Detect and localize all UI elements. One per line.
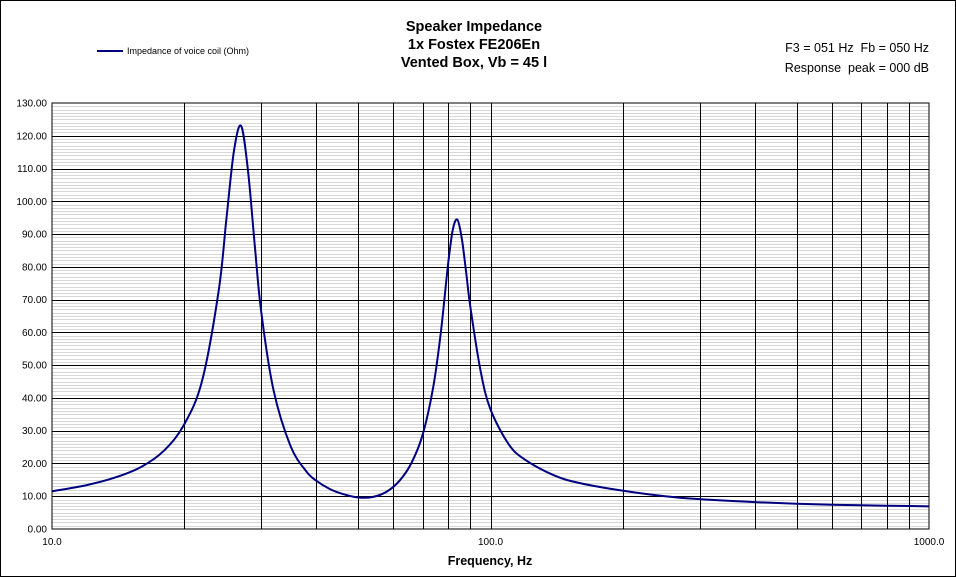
plot-background <box>52 103 929 529</box>
y-tick-label: 50.00 <box>22 361 47 372</box>
y-tick-label: 80.00 <box>22 262 47 273</box>
y-tick-label: 30.00 <box>22 426 47 437</box>
y-tick-label: 90.00 <box>22 230 47 241</box>
y-tick-label: 120.00 <box>16 131 47 142</box>
y-tick-label: 60.00 <box>22 328 47 339</box>
y-tick-label: 130.00 <box>16 99 47 110</box>
x-tick-label: 1000.0 <box>914 537 945 548</box>
minor-gridlines <box>52 106 929 527</box>
legend-label: Impedance of voice coil (Ohm) <box>127 46 250 56</box>
major-gridlines <box>52 103 929 529</box>
y-tick-label: 100.00 <box>16 197 47 208</box>
x-tick-label: 10.0 <box>42 537 62 548</box>
y-tick-label: 10.00 <box>22 492 47 503</box>
y-tick-label: 40.00 <box>22 393 47 404</box>
chart-title-line-3: Vented Box, Vb = 45 l <box>400 55 548 71</box>
f3-fb-readout: F3 = 051 Hz Fb = 050 Hz <box>785 41 929 55</box>
y-tick-label: 110.00 <box>17 164 47 175</box>
legend-swatch <box>97 50 123 52</box>
response-peak-readout: Response peak = 000 dB <box>784 61 929 75</box>
x-axis-title: Frequency, Hz <box>448 554 533 568</box>
x-tick-labels: 10.0 100.0 1000.0 <box>42 537 944 548</box>
chart-title-line-2: 1x Fostex FE206En <box>407 37 541 53</box>
y-tick-labels: 0.00 10.00 20.00 30.00 40.00 50.00 60.00 70.00 8… <box>16 99 47 536</box>
y-tick-label: 20.00 <box>22 459 47 470</box>
y-tick-label: 0.00 <box>28 525 48 536</box>
chart-title-line-1: Speaker Impedance <box>405 19 543 35</box>
impedance-series-line <box>51 124 930 508</box>
y-tick-label: 70.00 <box>22 295 47 306</box>
legend: Impedance of voice coil (Ohm) <box>97 45 249 57</box>
x-tick-label: 100.0 <box>478 537 503 548</box>
plot-frame <box>51 102 930 530</box>
